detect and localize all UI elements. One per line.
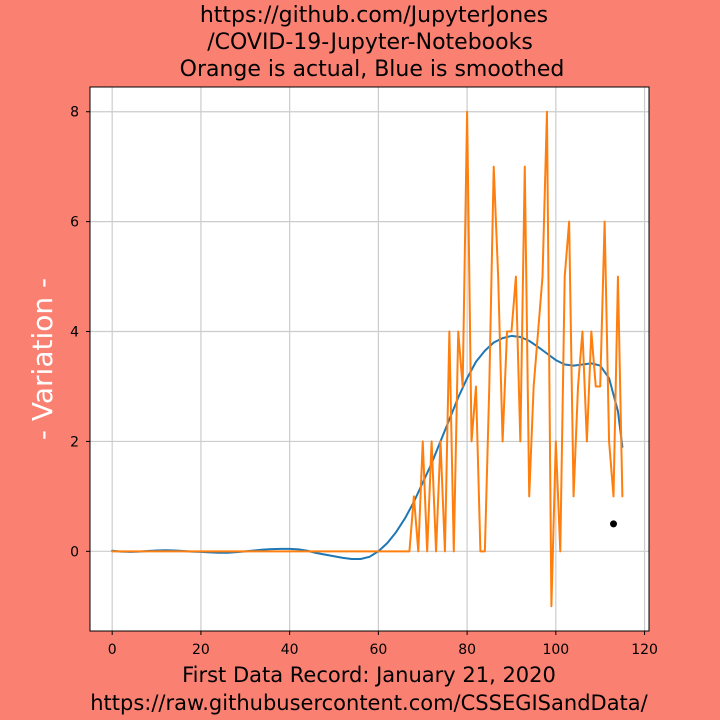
x-tick-label: 0 [108,642,117,658]
x-axis-label-line-1: First Data Record: January 21, 2020 [182,663,556,687]
x-tick-label: 60 [369,642,387,658]
data-point-marker [610,520,617,527]
chart-title-line-1: https://github.com/JupyterJones [200,3,548,28]
y-tick-label: 2 [70,434,79,450]
y-tick-label: 8 [70,105,79,121]
x-tick-label: 80 [458,642,476,658]
x-tick-label: 120 [631,642,658,658]
x-tick-label: 100 [542,642,569,658]
x-axis-label-line-2: https://raw.githubusercontent.com/CSSEGI… [90,691,648,715]
x-tick-label: 20 [192,642,210,658]
chart-title-line-2: /COVID-19-Jupyter-Notebooks [207,30,533,55]
axes-background [90,87,649,631]
y-tick-label: 6 [70,215,79,231]
y-tick-label: 0 [70,544,79,560]
y-tick-label: 4 [70,325,79,341]
x-tick-label: 40 [281,642,299,658]
y-axis-label: - Variation - [26,278,59,440]
chart-title-line-3: Orange is actual, Blue is smoothed [180,57,565,82]
